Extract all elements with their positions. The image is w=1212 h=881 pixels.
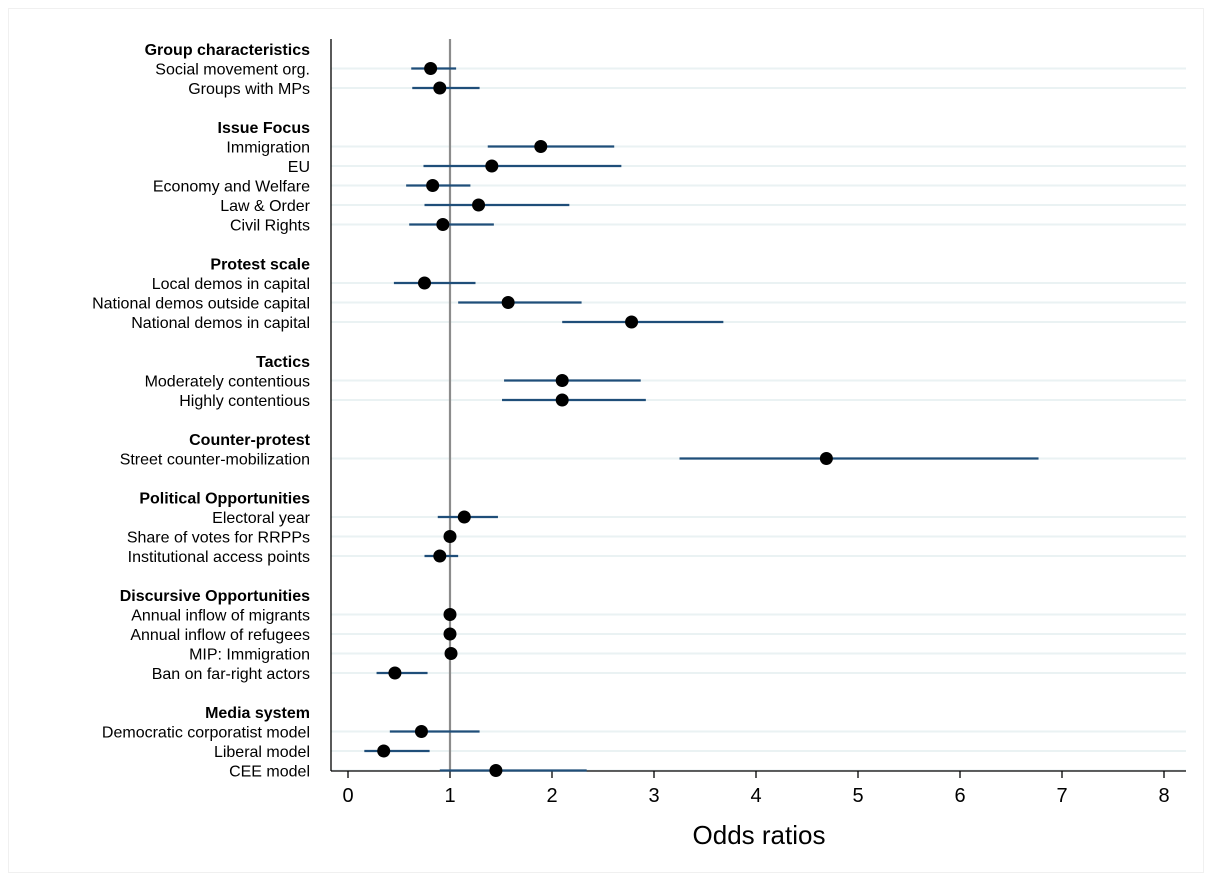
estimate-point <box>433 550 446 563</box>
row-label: Institutional access points <box>128 549 310 566</box>
row-label: CEE model <box>229 764 310 781</box>
group-header: Group characteristics <box>145 42 311 59</box>
row-label: Electoral year <box>212 510 310 527</box>
row-label: Street counter-mobilization <box>120 452 310 469</box>
row-label: MIP: Immigration <box>189 647 310 664</box>
x-tick-label: 7 <box>1056 785 1067 807</box>
group-header: Discursive Opportunities <box>120 588 310 605</box>
x-tick-label: 0 <box>342 785 353 807</box>
x-tick-label: 6 <box>954 785 965 807</box>
row-label: EU <box>288 159 310 176</box>
coefficient-plot: 0 1 2 3 4 5 6 7 8 Group characteristics Social mo… <box>9 9 1205 874</box>
x-tick-label: 2 <box>546 785 557 807</box>
estimate-point <box>444 608 457 621</box>
row-label: Local demos in capital <box>152 276 310 293</box>
estimate-point <box>472 199 485 212</box>
estimate-point <box>436 218 449 231</box>
estimate-point <box>444 628 457 641</box>
estimate-point <box>377 745 390 758</box>
estimate-point <box>489 764 502 777</box>
group-header: Media system <box>205 705 310 722</box>
estimate-point <box>556 374 569 387</box>
group-header: Political Opportunities <box>139 491 310 508</box>
estimate-point <box>426 179 439 192</box>
row-label: National demos in capital <box>131 315 310 332</box>
grid-lines <box>331 69 1186 771</box>
group-header: Protest scale <box>210 257 310 274</box>
row-label: National demos outside capital <box>92 296 310 313</box>
x-tick-label: 1 <box>444 785 455 807</box>
row-label: Civil Rights <box>230 218 310 235</box>
row-label: Share of votes for RRPPs <box>127 530 310 547</box>
row-label: Highly contentious <box>179 393 310 410</box>
x-tick-label: 4 <box>750 785 761 807</box>
estimate-point <box>424 62 437 75</box>
estimate-point <box>445 647 458 660</box>
x-tick-label: 8 <box>1158 785 1169 807</box>
x-axis-title: Odds ratios <box>693 820 826 850</box>
row-label: Liberal model <box>214 744 310 761</box>
row-label: Ban on far-right actors <box>152 666 310 683</box>
estimate-point <box>534 140 547 153</box>
estimate-point <box>625 316 638 329</box>
estimate-point <box>433 82 446 95</box>
estimate-point <box>502 296 515 309</box>
group-header: Issue Focus <box>218 120 311 137</box>
estimate-point <box>418 277 431 290</box>
estimate-marks <box>364 62 1038 777</box>
row-label: Economy and Welfare <box>153 179 310 196</box>
row-label: Moderately contentious <box>145 374 310 391</box>
estimate-point <box>556 394 569 407</box>
estimate-point <box>388 667 401 680</box>
estimate-point <box>485 160 498 173</box>
group-header: Counter-protest <box>189 432 311 449</box>
row-labels: Group characteristics Social movement org… <box>92 42 311 781</box>
estimate-point <box>458 511 471 524</box>
estimate-point <box>820 452 833 465</box>
axes: 0 1 2 3 4 5 6 7 8 <box>331 39 1186 807</box>
x-tick-label: 5 <box>852 785 863 807</box>
estimate-point <box>415 725 428 738</box>
row-label: Law & Order <box>220 198 310 215</box>
row-label: Democratic corporatist model <box>102 725 310 742</box>
row-label: Annual inflow of refugees <box>130 627 310 644</box>
row-label: Immigration <box>226 140 310 157</box>
row-label: Groups with MPs <box>188 81 310 98</box>
row-label: Annual inflow of migrants <box>131 608 310 625</box>
x-tick-label: 3 <box>648 785 659 807</box>
group-header: Tactics <box>256 354 310 371</box>
estimate-point <box>444 530 457 543</box>
row-label: Social movement org. <box>155 62 310 79</box>
chart-frame: 0 1 2 3 4 5 6 7 8 Group characteristics Social mo… <box>8 8 1204 873</box>
